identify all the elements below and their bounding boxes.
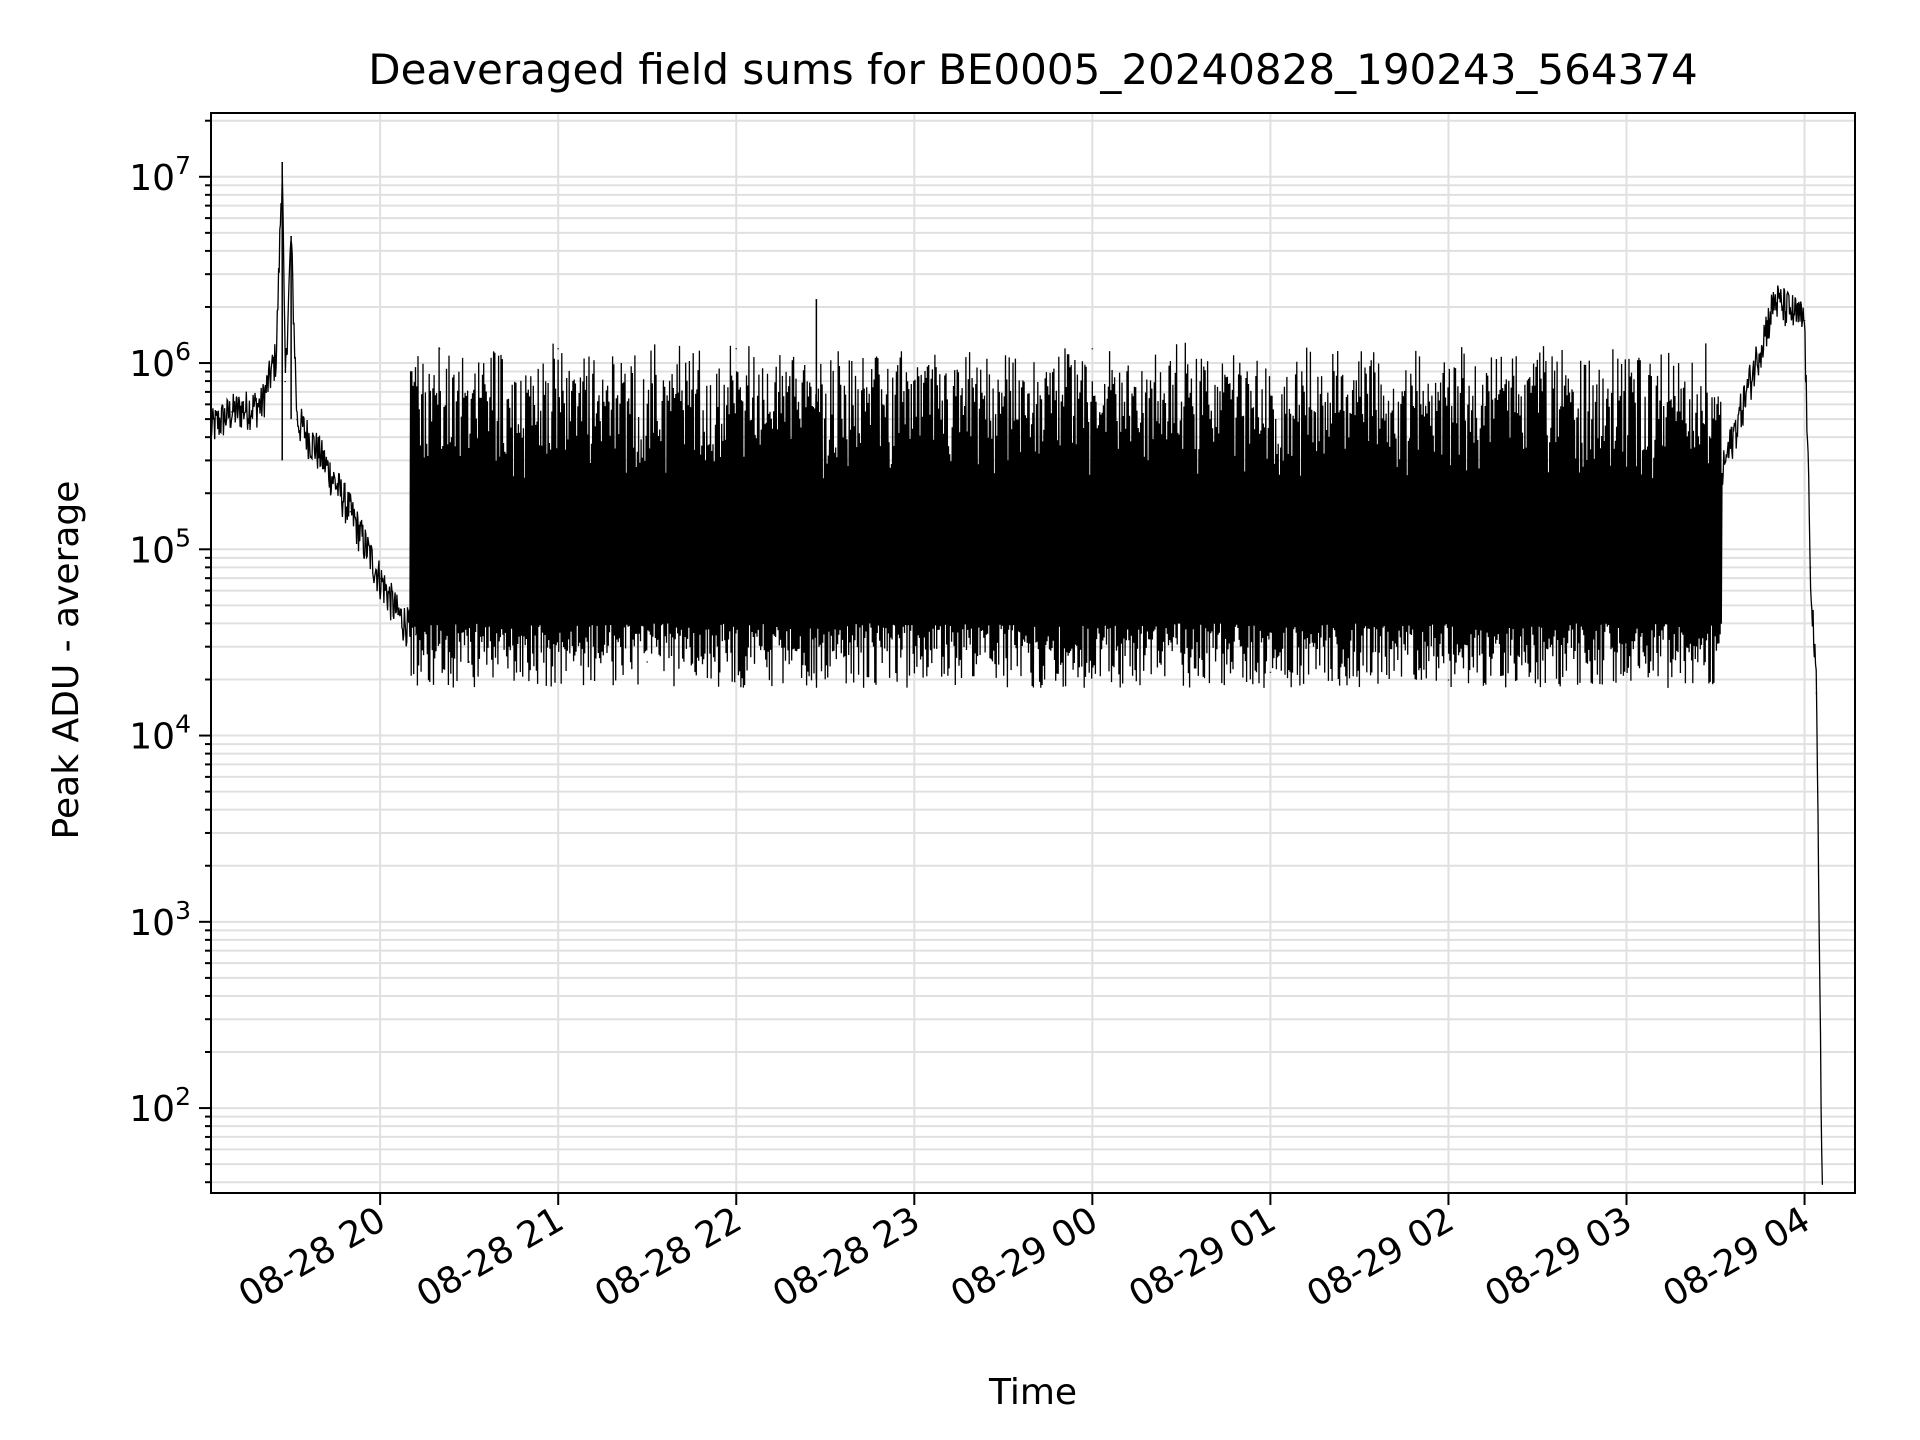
x-tick-label: 08-28 20 (232, 1199, 393, 1315)
x-tick-label: 08-29 03 (1478, 1199, 1639, 1315)
series-line (210, 173, 1824, 1185)
x-tick-label: 08-29 02 (1300, 1199, 1461, 1315)
chart-title: Deaveraged field sums for BE0005_2024082… (368, 45, 1698, 94)
x-axis-label: Time (988, 1372, 1077, 1413)
x-tick-label: 08-29 01 (1122, 1199, 1283, 1315)
x-tick-label: 08-28 21 (410, 1199, 571, 1315)
x-tick-label: 08-29 00 (944, 1199, 1105, 1315)
y-axis-label: Peak ADU - average (46, 481, 87, 840)
y-tick-label: 107 (129, 151, 191, 199)
x-tick-label: 08-29 04 (1656, 1199, 1817, 1315)
x-tick-label: 08-28 23 (766, 1199, 927, 1315)
y-tick-label: 104 (129, 710, 191, 758)
plot-frame (210, 112, 1856, 1194)
x-tick-label: 08-28 22 (588, 1199, 749, 1315)
y-tick-label: 102 (129, 1082, 191, 1130)
series-group (210, 162, 1824, 1194)
y-tick-label: 105 (129, 523, 191, 571)
y-tick-label: 103 (129, 896, 191, 944)
y-tick-label: 106 (129, 337, 191, 385)
